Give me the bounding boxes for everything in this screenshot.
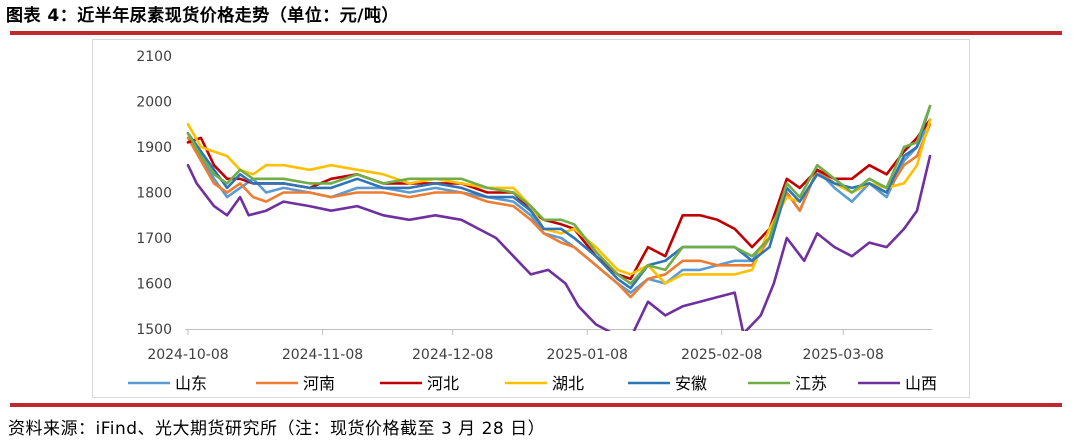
x-tick-label: 2025-03-08 — [803, 347, 884, 363]
top-divider — [10, 31, 1062, 35]
y-tick-label: 1700 — [136, 231, 172, 247]
y-tick-label: 1900 — [136, 140, 172, 156]
y-tick-label: 2100 — [136, 49, 172, 65]
y-tick-label: 1500 — [136, 322, 172, 338]
legend-label: 山东 — [175, 374, 207, 393]
y-axis: 1500 1600 1700 1800 1900 2000 2100 — [136, 49, 172, 338]
x-axis: 2024-10-08 2024-11-08 2024-12-08 2025-01-08… — [147, 329, 932, 363]
y-tick-label: 1600 — [136, 277, 172, 293]
legend: 山东 河南 河北 湖北 安徽 江苏 山西 — [128, 374, 937, 393]
x-tick-label: 2025-01-08 — [547, 347, 628, 363]
chart-frame — [92, 39, 970, 398]
series-line-1 — [186, 118, 932, 294]
x-tick-label: 2024-12-08 — [412, 347, 493, 363]
x-tick-label: 2024-11-08 — [282, 347, 363, 363]
legend-label: 江苏 — [795, 374, 827, 393]
chart-title: 图表 4：近半年尿素现货价格走势（单位：元/吨） — [6, 6, 399, 26]
x-tick-label: 2024-10-08 — [147, 347, 228, 363]
series-line-6 — [186, 104, 932, 285]
legend-label: 安徽 — [675, 374, 707, 393]
y-tick-label: 2000 — [136, 95, 172, 111]
series-line-3 — [186, 118, 932, 281]
legend-label: 山西 — [905, 374, 937, 393]
legend-label: 河南 — [303, 374, 335, 393]
source-note: 资料来源：iFind、光大期货研究所（注：现货价格截至 3 月 28 日） — [8, 419, 546, 439]
legend-label: 河北 — [427, 374, 459, 393]
y-tick-label: 1800 — [136, 186, 172, 202]
series-line-5 — [186, 104, 932, 290]
series-line-4 — [186, 118, 932, 285]
series-line-7 — [186, 154, 932, 331]
bottom-divider — [10, 403, 1062, 407]
series-line-2 — [186, 123, 932, 299]
x-tick-label: 2025-02-08 — [681, 347, 762, 363]
series-lines — [186, 104, 932, 331]
legend-label: 湖北 — [552, 374, 584, 393]
